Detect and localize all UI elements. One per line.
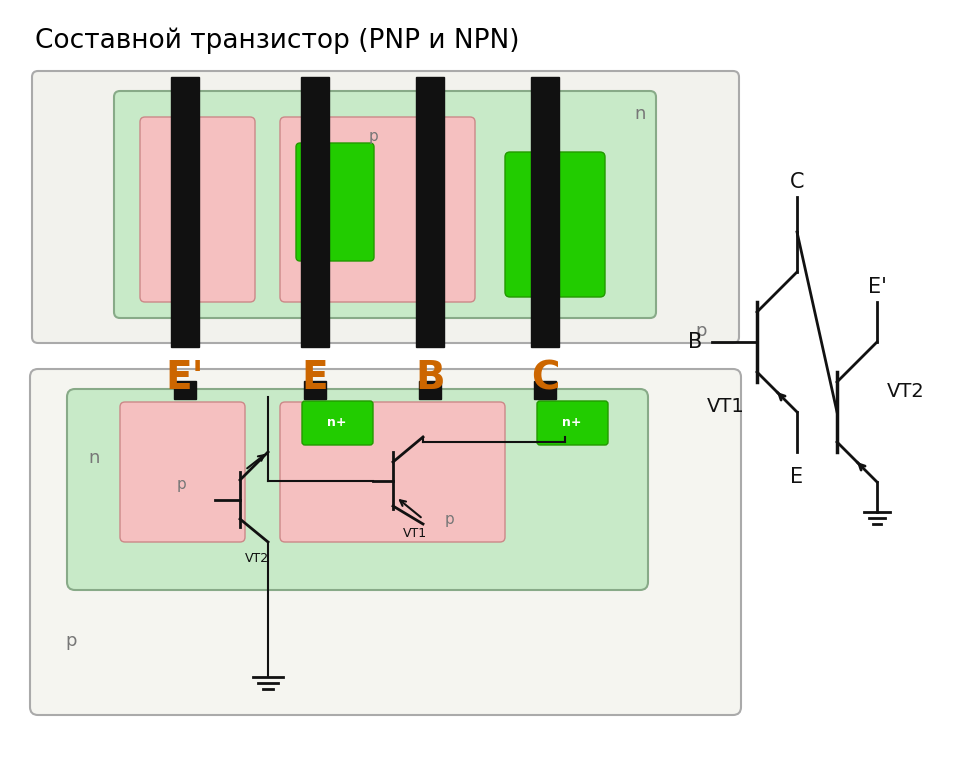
Text: Составной транзистор (PNP и NPN): Составной транзистор (PNP и NPN) xyxy=(35,27,519,54)
Bar xyxy=(171,77,199,347)
FancyBboxPatch shape xyxy=(67,389,648,590)
Text: E: E xyxy=(791,467,803,487)
FancyBboxPatch shape xyxy=(280,402,505,542)
Text: VT1: VT1 xyxy=(403,527,427,540)
Text: B: B xyxy=(688,332,702,352)
FancyBboxPatch shape xyxy=(280,117,475,302)
Text: E': E' xyxy=(166,359,204,397)
Text: p: p xyxy=(177,477,186,492)
Text: p: p xyxy=(368,129,378,144)
Text: C: C xyxy=(531,359,559,397)
Text: n: n xyxy=(634,105,645,123)
FancyBboxPatch shape xyxy=(140,117,255,302)
Text: n+: n+ xyxy=(327,416,346,430)
Text: VT1: VT1 xyxy=(707,397,745,416)
FancyBboxPatch shape xyxy=(120,402,245,542)
Bar xyxy=(534,381,556,399)
Text: n: n xyxy=(88,449,100,467)
Text: p: p xyxy=(65,632,76,650)
FancyBboxPatch shape xyxy=(32,71,739,343)
Bar xyxy=(174,381,196,399)
FancyBboxPatch shape xyxy=(114,91,656,318)
Text: E: E xyxy=(302,359,328,397)
Text: B: B xyxy=(415,359,445,397)
FancyBboxPatch shape xyxy=(302,401,373,445)
Text: C: C xyxy=(790,172,804,192)
Bar xyxy=(419,381,441,399)
Text: p: p xyxy=(445,512,455,527)
FancyBboxPatch shape xyxy=(505,152,605,297)
Bar xyxy=(416,77,444,347)
Bar xyxy=(301,77,329,347)
Bar xyxy=(304,381,326,399)
FancyBboxPatch shape xyxy=(537,401,608,445)
Text: p: p xyxy=(695,322,707,340)
Bar xyxy=(531,77,559,347)
Text: p: p xyxy=(190,129,200,144)
FancyBboxPatch shape xyxy=(296,143,374,261)
FancyBboxPatch shape xyxy=(30,369,741,715)
Text: n+: n+ xyxy=(562,416,582,430)
Text: E': E' xyxy=(868,277,886,297)
Text: VT2: VT2 xyxy=(245,552,269,565)
Text: VT2: VT2 xyxy=(887,382,924,401)
